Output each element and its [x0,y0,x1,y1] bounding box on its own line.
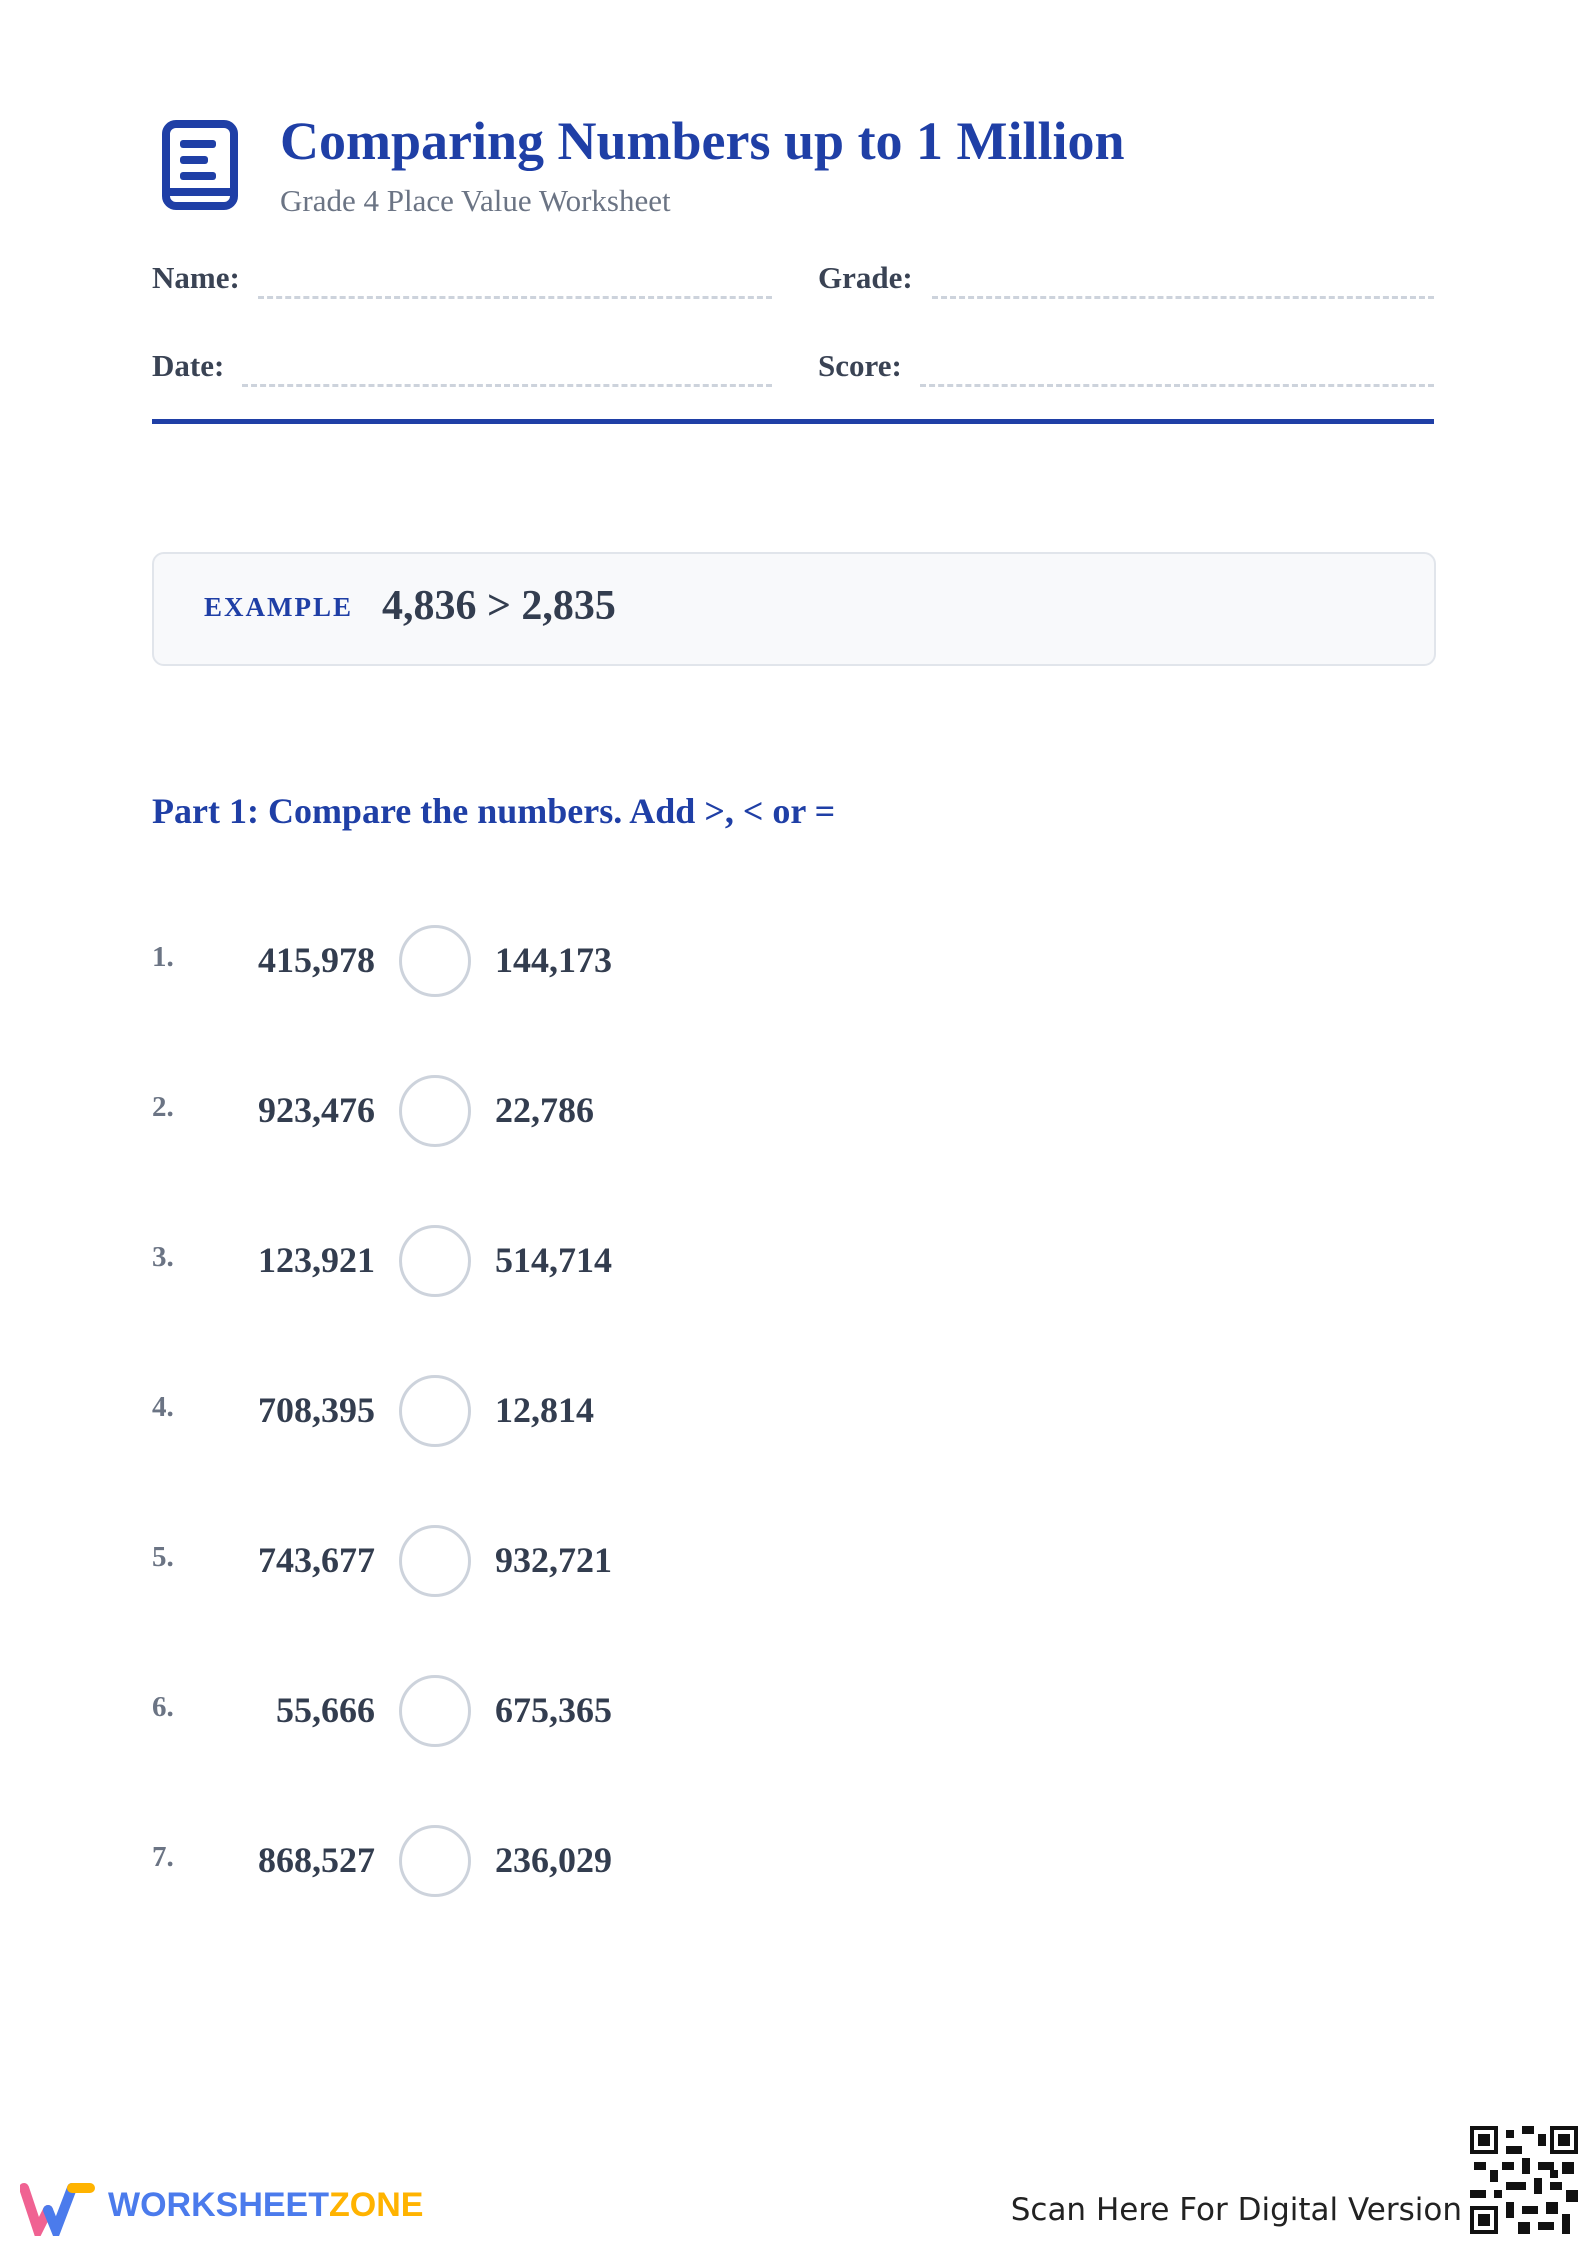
left-number: 868,527 [258,1840,375,1880]
field-blank [932,296,1434,299]
brand-logo [20,2183,95,2236]
field-label: Grade: [818,260,913,295]
title: Comparing Numbers up to 1 Million [280,111,1125,171]
left-number: 708,395 [258,1390,375,1430]
left-number: 55,666 [276,1690,375,1730]
right-number: 144,173 [495,940,612,980]
field-blank [920,384,1434,387]
answer-circle[interactable] [399,1825,471,1897]
answer-circle[interactable] [399,1225,471,1297]
left-number: 743,677 [258,1540,375,1580]
qr-code[interactable] [1470,2126,1578,2234]
brand-prefix: WORKSHEET [108,2186,329,2224]
brand-suffix: ZONE [329,2186,424,2224]
right-number: 12,814 [495,1390,594,1430]
part-heading: Part 1: Compare the numbers. Add >, < or… [152,791,836,831]
right-number: 932,721 [495,1540,612,1580]
right-number: 514,714 [495,1240,612,1280]
subtitle: Grade 4 Place Value Worksheet [280,183,671,218]
item-number: 6. [152,1691,174,1723]
item-number: 4. [152,1391,174,1423]
answer-circle[interactable] [399,1375,471,1447]
left-number: 923,476 [258,1090,375,1130]
divider [152,419,1434,424]
field-blank [242,384,772,387]
right-number: 22,786 [495,1090,594,1130]
field-label: Date: [152,348,225,383]
scan-text: Scan Here For Digital Version [1010,2192,1462,2228]
item-number: 5. [152,1541,174,1573]
item-number: 3. [152,1241,174,1273]
example-text: 4,836 > 2,835 [382,583,616,629]
example-label: EXAMPLE [204,592,353,622]
example-box: EXAMPLE 4,836 > 2,835 [152,552,1436,666]
answer-circle[interactable] [399,1675,471,1747]
left-number: 123,921 [258,1240,375,1280]
worksheet-icon [162,120,238,210]
left-number: 415,978 [258,940,375,980]
item-number: 1. [152,941,174,973]
item-number: 2. [152,1091,174,1123]
field-label: Name: [152,260,240,295]
field-label: Score: [818,348,902,383]
right-number: 675,365 [495,1690,612,1730]
answer-circle[interactable] [399,1075,471,1147]
brand: WORKSHEETZONE [108,2186,423,2225]
field-blank [258,296,772,299]
answer-circle[interactable] [399,1525,471,1597]
answer-circle[interactable] [399,925,471,997]
right-number: 236,029 [495,1840,612,1880]
item-number: 7. [152,1841,174,1873]
